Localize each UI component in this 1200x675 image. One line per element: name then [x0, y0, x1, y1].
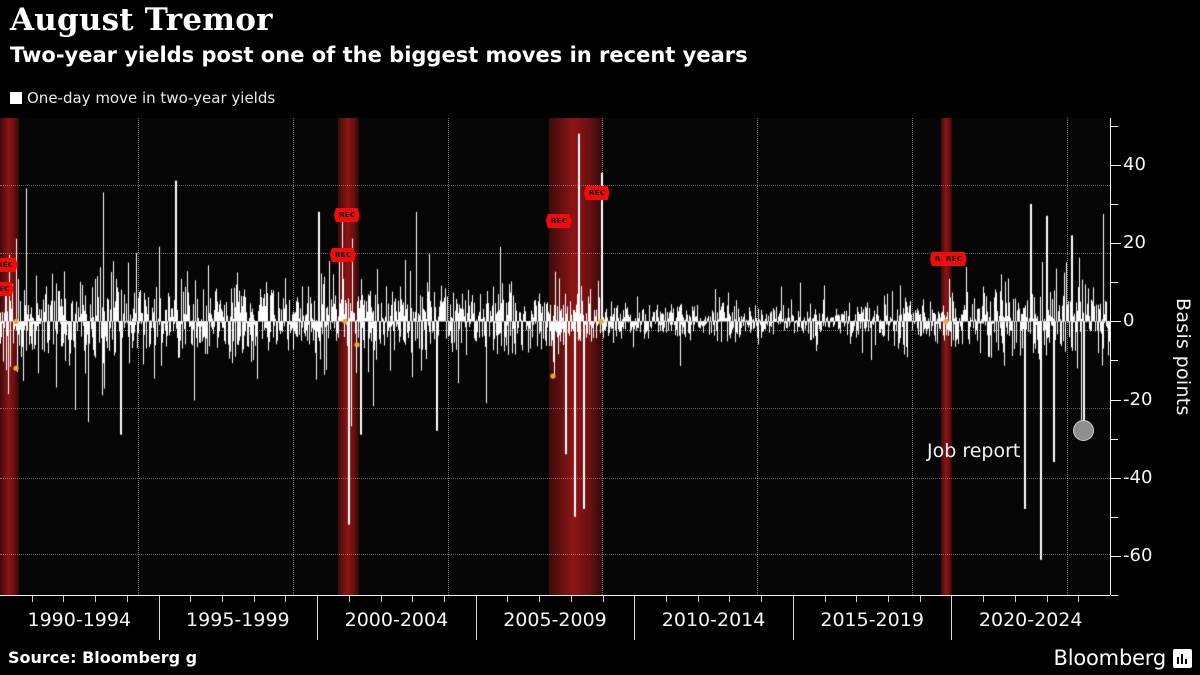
y-tick	[1111, 555, 1121, 557]
recession-badge: REC	[0, 282, 14, 296]
x-tick	[539, 596, 540, 602]
y-tick-minor	[1111, 595, 1118, 596]
y-axis-line	[1110, 118, 1111, 595]
y-tick-minor	[1111, 125, 1118, 127]
x-tick	[63, 596, 64, 602]
x-tick	[222, 596, 223, 602]
x-tick	[381, 596, 382, 602]
job-report-marker	[1073, 420, 1094, 441]
job-report-annotation: Job report	[927, 440, 1021, 462]
y-axis-title-label: Basis points	[1172, 297, 1194, 416]
x-tick	[571, 596, 572, 602]
y-axis: 40 20 0 -20 -40 -60	[1110, 118, 1200, 596]
y-tick	[1111, 477, 1121, 479]
x-tick	[32, 596, 33, 602]
x-tick	[603, 596, 604, 602]
x-tick	[412, 596, 413, 602]
bloomberg-logo: Bloomberg	[1054, 646, 1192, 670]
x-tick-label: 2005-2009	[503, 609, 607, 631]
y-tick-label: 20	[1123, 232, 1146, 254]
x-tick-label: 2010-2014	[661, 609, 766, 631]
y-tick-minor	[1111, 204, 1118, 206]
x-tick	[285, 596, 286, 602]
x-tick-label: 2000-2004	[344, 609, 449, 631]
y-tick-minor	[1111, 438, 1118, 440]
y-tick	[1111, 164, 1121, 166]
x-tick	[254, 596, 255, 602]
x-tick-label: 2015-2019	[820, 609, 924, 631]
x-tick	[507, 596, 508, 602]
x-tick	[698, 596, 699, 602]
x-tick	[856, 596, 857, 602]
y-axis-title: Basis points	[1168, 118, 1198, 595]
recession-badge: REC	[0, 258, 18, 272]
x-axis-separator	[951, 596, 953, 640]
recession-badge: REC	[330, 248, 356, 262]
y-tick-minor	[1111, 360, 1118, 362]
x-tick	[349, 596, 350, 602]
x-tick	[444, 596, 445, 602]
recession-badge: REC	[334, 208, 360, 222]
y-tick	[1111, 399, 1121, 401]
x-tick	[1047, 596, 1048, 602]
x-tick	[983, 596, 984, 602]
x-axis-separator	[475, 596, 477, 640]
chart-legend: One-day move in two-year yields	[10, 90, 275, 106]
y-tick-label: 0	[1123, 310, 1135, 332]
source-label: Source: Bloomberg g	[8, 648, 198, 667]
y-tick-minor	[1111, 516, 1118, 518]
y-tick-label: -20	[1123, 388, 1153, 410]
y-tick-label: -60	[1123, 544, 1153, 566]
recession-badge: REC	[584, 186, 610, 200]
x-axis-separator	[634, 596, 636, 640]
x-tick	[920, 596, 921, 602]
page-title: August Tremor	[10, 2, 273, 38]
y-tick-label: -40	[1123, 466, 1153, 488]
x-tick	[761, 596, 762, 602]
x-tick	[1078, 596, 1079, 602]
recession-badge: REC	[546, 214, 572, 228]
x-axis: 1990-1994 1995-1999 2000-2004 2005-2009 2010…	[0, 595, 1110, 640]
x-tick	[666, 596, 667, 602]
x-tick	[95, 596, 96, 602]
legend-swatch-icon	[10, 92, 22, 104]
chart-footer: Source: Bloomberg g Bloomberg	[0, 644, 1200, 675]
chart-plot-area: REC REC REC REC REC REC REC REC Job repo…	[0, 118, 1110, 595]
x-tick-label: 1995-1999	[186, 609, 290, 631]
chart-subtitle: Two-year yields post one of the biggest …	[10, 43, 748, 67]
x-axis-line	[0, 595, 1110, 596]
x-tick	[729, 596, 730, 602]
x-axis-separator	[158, 596, 160, 640]
bloomberg-wordmark: Bloomberg	[1053, 646, 1167, 670]
x-axis-separator	[317, 596, 319, 640]
x-tick	[190, 596, 191, 602]
x-tick	[888, 596, 889, 602]
x-tick-label: 2020-2024	[978, 609, 1083, 631]
bar-chart-badge-icon	[1173, 648, 1192, 668]
y-tick-label: 40	[1123, 153, 1146, 175]
x-tick	[1015, 596, 1016, 602]
chart-header: August Tremor Two-year yields post one o…	[0, 0, 1200, 118]
x-tick	[825, 596, 826, 602]
x-axis-separator	[792, 596, 794, 640]
x-tick-label: 1990-1994	[27, 609, 132, 631]
legend-label: One-day move in two-year yields	[27, 89, 276, 107]
y-tick-minor	[1111, 282, 1118, 284]
y-tick	[1111, 321, 1121, 323]
y-tick	[1111, 243, 1121, 245]
recession-badge: REC	[941, 252, 967, 266]
x-tick	[127, 596, 128, 602]
yield-move-series	[0, 118, 1110, 595]
